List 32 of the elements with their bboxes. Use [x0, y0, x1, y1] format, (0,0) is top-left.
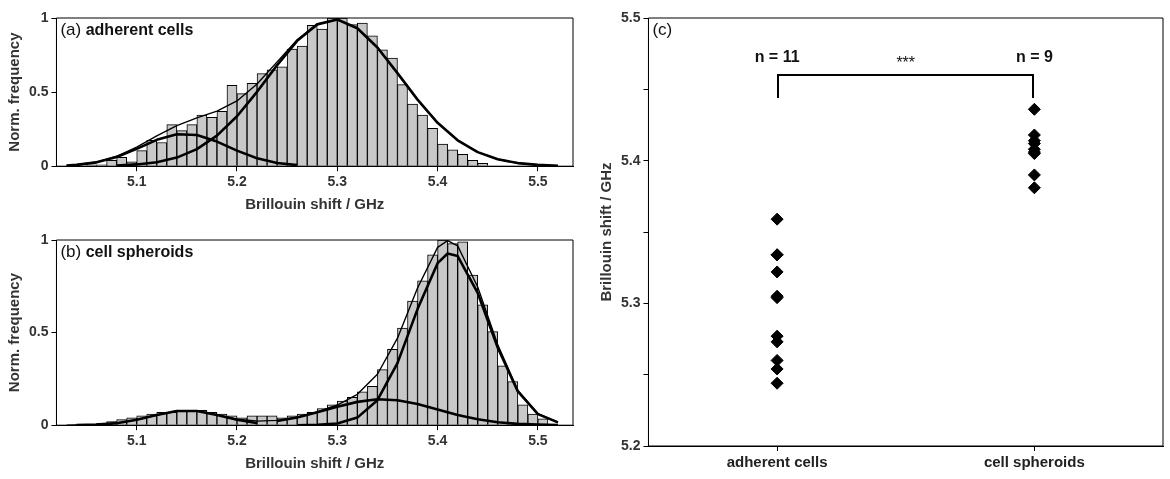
y-tick-label: 0.5	[28, 323, 49, 340]
x-axis-title: Brillouin shift / GHz	[245, 454, 385, 472]
x-axis-title: Brillouin shift / GHz	[245, 195, 385, 213]
y-tick-label: 5.4	[620, 151, 641, 168]
y-axis-title: Norm. frequency	[5, 31, 23, 152]
annotation: n = 9	[1015, 48, 1053, 66]
y-tick-label: 5.3	[620, 294, 641, 311]
annotation: n = 11	[754, 48, 800, 66]
x-tick-label: 5.1	[126, 173, 147, 190]
x-tick-label: 5.3	[327, 432, 348, 449]
x-tick-label: 5.2	[227, 173, 247, 190]
x-tick-label: 5.1	[126, 432, 147, 449]
chart-title: (c)	[652, 20, 673, 40]
y-tick-label: 1	[40, 230, 49, 247]
y-axis-title: Norm. frequency	[5, 272, 23, 393]
x-tick-label: cell spheroids	[983, 453, 1085, 471]
y-axis-title: Brillouin shift / GHz	[597, 162, 615, 302]
x-tick-label: 5.4	[427, 432, 448, 449]
y-tick-label: 5.5	[620, 8, 641, 25]
annotation: ***	[896, 54, 916, 72]
y-tick-label: 1	[40, 8, 49, 25]
x-tick-label: 5.5	[528, 173, 548, 190]
y-tick-label: 0	[40, 157, 49, 174]
chart-title: (a) adherent cells	[60, 20, 194, 40]
x-tick-label: adherent cells	[726, 453, 828, 471]
y-tick-label: 0	[40, 416, 49, 433]
chart-title: (b) cell spheroids	[60, 242, 194, 262]
x-tick-label: 5.5	[528, 432, 548, 449]
x-tick-label: 5.2	[227, 432, 247, 449]
x-tick-label: 5.4	[427, 173, 448, 190]
y-tick-label: 0.5	[28, 82, 49, 99]
x-tick-label: 5.3	[327, 173, 348, 190]
